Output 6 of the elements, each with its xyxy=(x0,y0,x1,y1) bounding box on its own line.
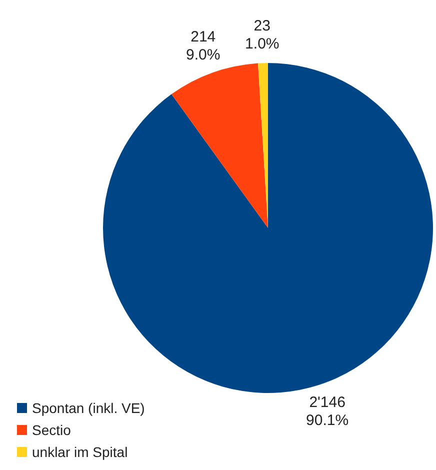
legend-label: Sectio xyxy=(32,422,72,438)
legend-label: Spontan (inkl. VE) xyxy=(32,400,145,416)
legend-label: unklar im Spital xyxy=(32,444,128,460)
data-label: 23 1.0% xyxy=(245,18,280,53)
data-label: 2'146 90.1% xyxy=(306,394,349,430)
data-label: 214 9.0% xyxy=(186,28,220,64)
